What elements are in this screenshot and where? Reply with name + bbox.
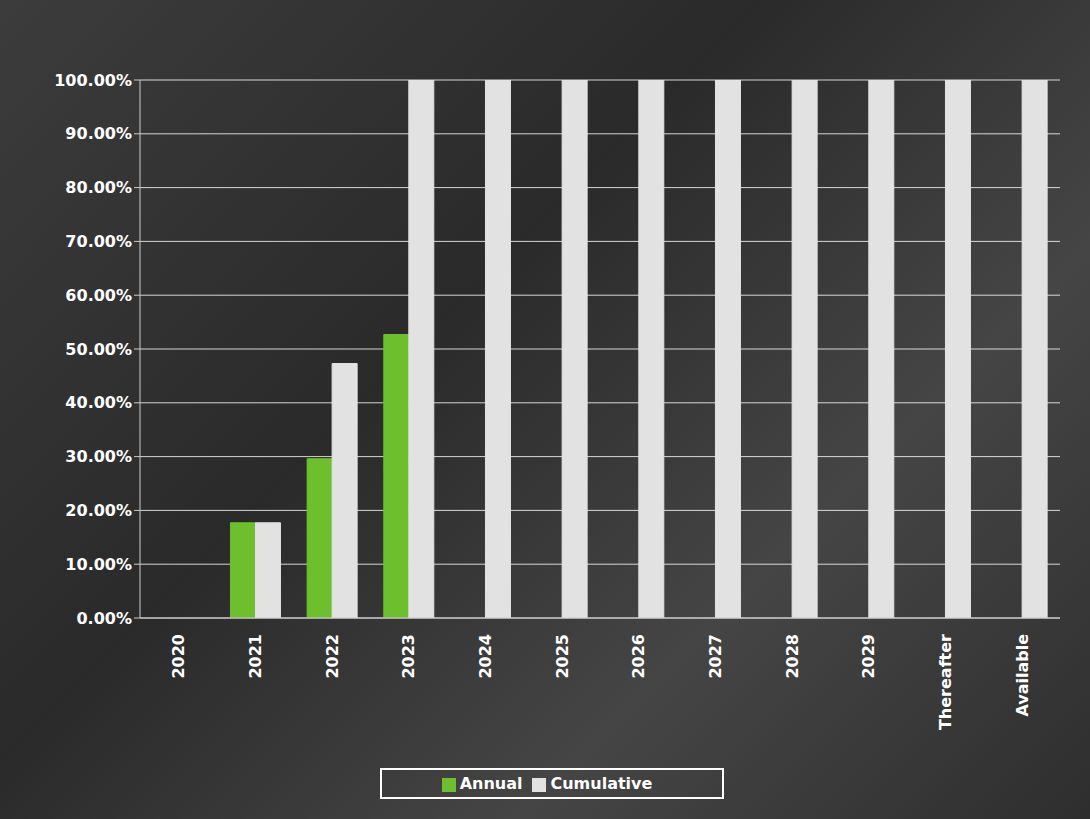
svg-text:30.00%: 30.00% (65, 447, 132, 466)
svg-text:2029: 2029 (859, 634, 878, 679)
svg-text:90.00%: 90.00% (65, 124, 132, 143)
svg-text:Available: Available (1013, 634, 1032, 717)
svg-text:20.00%: 20.00% (65, 501, 132, 520)
svg-text:2028: 2028 (783, 634, 802, 679)
svg-text:2022: 2022 (323, 634, 342, 679)
svg-text:2021: 2021 (246, 634, 265, 679)
svg-text:50.00%: 50.00% (65, 340, 132, 359)
svg-text:2024: 2024 (476, 634, 495, 679)
svg-text:2027: 2027 (706, 634, 725, 679)
svg-text:80.00%: 80.00% (65, 178, 132, 197)
svg-text:2025: 2025 (553, 634, 572, 679)
svg-text:10.00%: 10.00% (65, 555, 132, 574)
svg-text:Thereafter: Thereafter (936, 634, 955, 730)
svg-text:2020: 2020 (169, 634, 188, 679)
svg-text:0.00%: 0.00% (76, 609, 132, 628)
html-text:Annual: Annual (459, 774, 523, 793)
svg-text:2023: 2023 (399, 634, 418, 679)
svg-text:60.00%: 60.00% (65, 286, 132, 305)
svg-text:40.00%: 40.00% (65, 393, 132, 412)
html-text:Cumulative: Cumulative (550, 774, 653, 793)
svg-text:70.00%: 70.00% (65, 232, 132, 251)
svg-text:2026: 2026 (629, 634, 648, 679)
svg-text:100.00%: 100.00% (54, 71, 132, 90)
